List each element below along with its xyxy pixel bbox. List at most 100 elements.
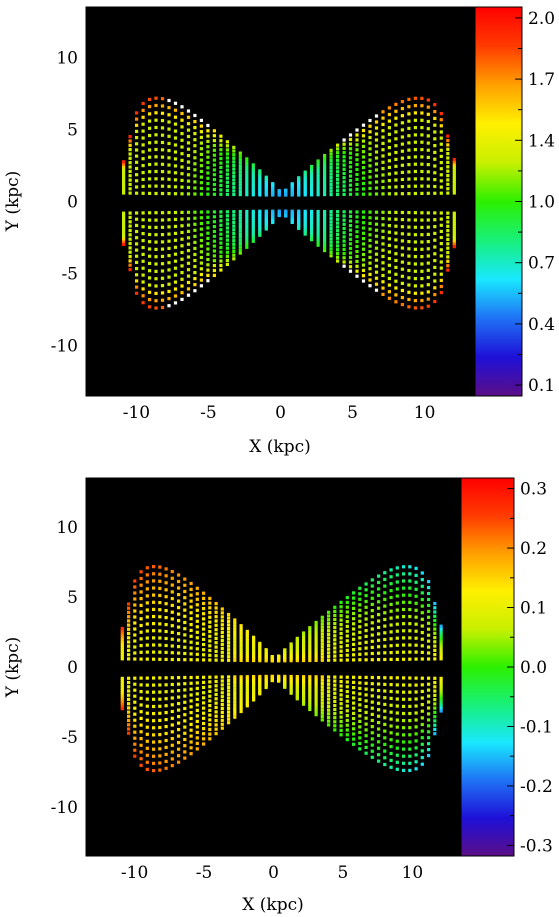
data-point: [395, 636, 399, 640]
data-point: [452, 183, 456, 187]
data-point: [183, 639, 187, 643]
data-point: [439, 217, 443, 221]
data-point: [400, 185, 404, 189]
data-point: [127, 615, 131, 619]
data-point: [295, 647, 299, 651]
data-point: [374, 276, 379, 280]
data-point: [238, 177, 242, 181]
data-point: [206, 160, 210, 165]
data-point: [238, 235, 242, 239]
data-point: [245, 632, 249, 636]
data-point: [389, 616, 393, 620]
data-point: [336, 185, 340, 189]
data-point: [433, 211, 437, 215]
data-point: [177, 651, 181, 655]
data-point: [361, 221, 366, 225]
data-point: [122, 218, 126, 222]
data-point: [133, 688, 137, 692]
data-point: [323, 213, 327, 217]
data-point: [329, 165, 333, 169]
data-point: [426, 254, 430, 258]
data-point: [135, 191, 139, 195]
data-point: [339, 636, 343, 640]
data-point: [127, 653, 131, 657]
data-point: [199, 261, 203, 265]
data-point: [426, 148, 430, 152]
data-point: [195, 686, 199, 690]
data-point: [214, 684, 218, 688]
data-point: [258, 174, 262, 179]
data-point: [135, 229, 139, 234]
data-point: [225, 180, 229, 184]
data-point: [368, 255, 372, 259]
data-point: [402, 565, 406, 569]
data-point: [439, 223, 443, 227]
data-point: [245, 690, 249, 694]
data-point: [320, 658, 324, 662]
data-point: [145, 636, 149, 640]
data-point: [352, 701, 356, 705]
data-point: [433, 286, 437, 290]
data-point: [239, 709, 243, 714]
data-point: [370, 755, 374, 759]
data-point: [420, 298, 424, 303]
data-point: [427, 633, 431, 637]
data-point: [160, 254, 165, 258]
data-point: [189, 687, 193, 691]
data-point: [394, 286, 398, 290]
data-point: [208, 601, 212, 605]
data-point: [374, 168, 379, 172]
data-point: [148, 240, 152, 244]
data-point: [370, 706, 374, 710]
data-point: [342, 247, 346, 251]
data-point: [314, 650, 318, 654]
data-point: [303, 193, 307, 197]
data-point: [452, 245, 456, 249]
data-point: [327, 682, 331, 686]
data-point: [154, 155, 158, 159]
data-point: [127, 619, 131, 623]
data-point: [389, 703, 393, 707]
data-point: [154, 177, 158, 181]
data-point: [225, 246, 229, 250]
data-point: [193, 120, 197, 124]
data-point: [383, 729, 387, 733]
data-point: [320, 705, 324, 709]
data-point: [420, 162, 424, 166]
data-point: [389, 676, 393, 680]
data-point: [245, 237, 249, 241]
data-point: [173, 129, 178, 133]
data-point: [233, 655, 237, 659]
data-point: [314, 707, 318, 711]
data-point: [427, 754, 431, 758]
data-point: [352, 727, 356, 731]
data-point: [308, 651, 312, 655]
data-point: [446, 255, 450, 259]
data-point: [212, 153, 216, 157]
data-point: [141, 157, 145, 161]
data-point: [308, 680, 312, 684]
data-point: [400, 253, 404, 257]
data-point: [439, 284, 443, 289]
data-point: [133, 706, 137, 710]
data-point: [295, 652, 299, 656]
data-point: [370, 609, 374, 613]
data-point: [329, 223, 333, 227]
data-point: [433, 715, 437, 719]
data-point: [314, 635, 318, 639]
data-point: [333, 622, 337, 626]
data-point: [370, 639, 374, 643]
data-point: [189, 681, 193, 685]
data-point: [258, 218, 262, 223]
data-point: [227, 619, 231, 624]
data-point: [251, 221, 255, 225]
data-point: [323, 234, 327, 238]
data-point: [333, 634, 337, 638]
colorbar-tick-label: -0.3: [520, 836, 553, 856]
data-point: [225, 218, 229, 222]
data-point: [439, 266, 443, 270]
data-point: [239, 699, 243, 703]
data-point: [361, 279, 366, 283]
data-point: [336, 181, 340, 185]
data-point: [414, 657, 418, 661]
